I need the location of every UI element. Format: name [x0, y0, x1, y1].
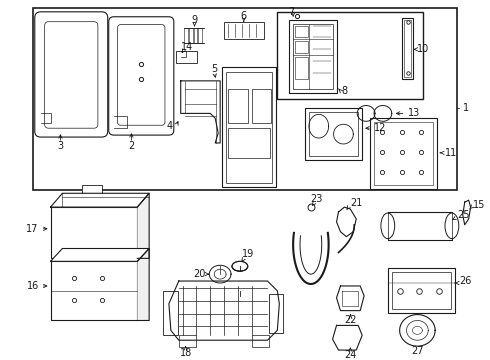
- Bar: [388, 212, 452, 240]
- Bar: [222, 67, 276, 187]
- Text: 20: 20: [193, 269, 205, 279]
- Text: 11: 11: [445, 148, 457, 158]
- Bar: [305, 108, 362, 160]
- Bar: [404, 20, 412, 77]
- Bar: [374, 122, 433, 185]
- Text: 5: 5: [211, 64, 218, 74]
- Text: 24: 24: [344, 350, 357, 360]
- Bar: [309, 112, 358, 156]
- Bar: [228, 128, 270, 158]
- Text: 17: 17: [26, 224, 39, 234]
- Text: 4: 4: [167, 121, 173, 131]
- FancyBboxPatch shape: [45, 22, 98, 128]
- Bar: [198, 28, 202, 44]
- Bar: [388, 268, 455, 312]
- Polygon shape: [137, 193, 149, 258]
- Text: 26: 26: [459, 276, 471, 286]
- Polygon shape: [343, 291, 358, 306]
- Text: 1: 1: [463, 103, 469, 113]
- Text: 9: 9: [192, 15, 197, 25]
- Text: 25: 25: [457, 210, 469, 220]
- Text: 10: 10: [417, 44, 430, 54]
- Polygon shape: [463, 200, 470, 225]
- Bar: [370, 118, 437, 189]
- Text: 16: 16: [26, 281, 39, 291]
- Text: 22: 22: [344, 315, 357, 325]
- Bar: [189, 28, 193, 44]
- Text: 23: 23: [311, 194, 323, 204]
- Bar: [224, 22, 264, 40]
- Bar: [50, 261, 137, 320]
- Text: 6: 6: [241, 11, 247, 21]
- Bar: [163, 291, 178, 335]
- Bar: [184, 28, 188, 44]
- Text: 12: 12: [374, 123, 387, 133]
- Polygon shape: [82, 185, 102, 193]
- Text: 13: 13: [408, 108, 420, 118]
- Bar: [33, 8, 457, 190]
- Bar: [179, 335, 196, 347]
- Bar: [270, 294, 283, 333]
- Bar: [252, 89, 271, 123]
- Ellipse shape: [445, 213, 459, 239]
- Polygon shape: [181, 81, 220, 143]
- Bar: [392, 272, 451, 309]
- Polygon shape: [333, 325, 362, 350]
- FancyBboxPatch shape: [35, 12, 108, 137]
- Polygon shape: [50, 248, 149, 261]
- Bar: [50, 207, 137, 258]
- Bar: [252, 335, 270, 347]
- Polygon shape: [337, 207, 356, 237]
- Bar: [176, 51, 197, 63]
- Ellipse shape: [381, 213, 395, 239]
- Bar: [228, 89, 248, 123]
- Bar: [295, 57, 308, 79]
- Text: 7: 7: [288, 7, 294, 17]
- Text: 8: 8: [342, 86, 347, 96]
- Polygon shape: [50, 193, 149, 207]
- Text: 21: 21: [350, 198, 363, 208]
- Bar: [295, 41, 308, 53]
- Text: 14: 14: [180, 42, 193, 52]
- Text: 3: 3: [57, 141, 64, 151]
- Polygon shape: [137, 248, 149, 320]
- FancyBboxPatch shape: [109, 17, 174, 135]
- Bar: [293, 24, 333, 89]
- Bar: [402, 18, 414, 79]
- Text: 19: 19: [242, 249, 254, 260]
- Polygon shape: [169, 281, 279, 340]
- Polygon shape: [337, 286, 364, 311]
- Text: 18: 18: [179, 348, 192, 358]
- Bar: [289, 20, 337, 93]
- Bar: [295, 26, 308, 37]
- Text: 27: 27: [411, 346, 424, 356]
- FancyBboxPatch shape: [118, 24, 165, 125]
- Bar: [194, 28, 197, 44]
- Text: 15: 15: [473, 200, 485, 210]
- Bar: [226, 72, 272, 183]
- Text: 2: 2: [128, 141, 135, 151]
- Bar: [277, 12, 423, 99]
